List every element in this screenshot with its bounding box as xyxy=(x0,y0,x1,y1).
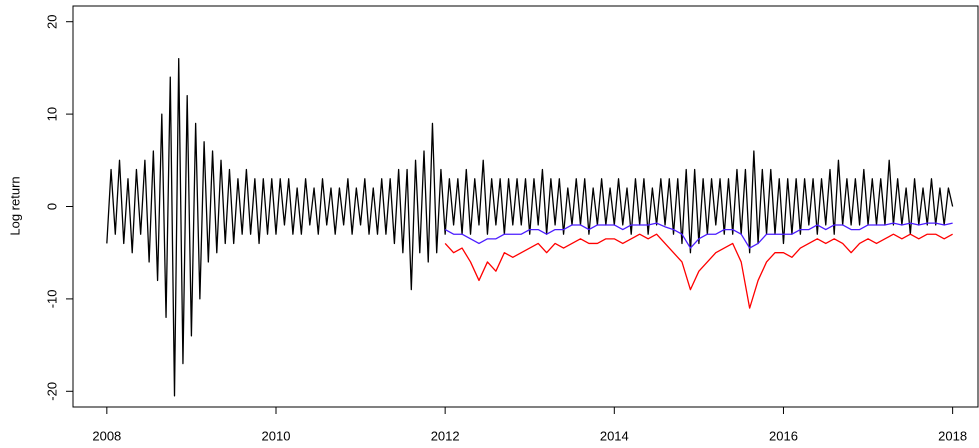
y-tick-label: -10 xyxy=(44,289,59,308)
series-line xyxy=(444,222,953,249)
x-tick-label: 2014 xyxy=(600,428,629,443)
series-line xyxy=(106,58,954,397)
y-tick-label: 10 xyxy=(44,107,59,121)
plot-frame xyxy=(72,5,979,408)
y-tick-label: -20 xyxy=(44,382,59,401)
x-tick-label: 2012 xyxy=(431,428,460,443)
y-tick-label: 0 xyxy=(44,203,59,210)
x-tick-label: 2010 xyxy=(262,428,291,443)
x-tick-label: 2008 xyxy=(92,428,121,443)
series-line xyxy=(444,233,953,309)
x-tick-label: 2018 xyxy=(938,428,967,443)
x-tick-label: 2016 xyxy=(769,428,798,443)
y-tick-label: 20 xyxy=(44,14,59,28)
y-axis-label: Log return xyxy=(7,176,22,235)
